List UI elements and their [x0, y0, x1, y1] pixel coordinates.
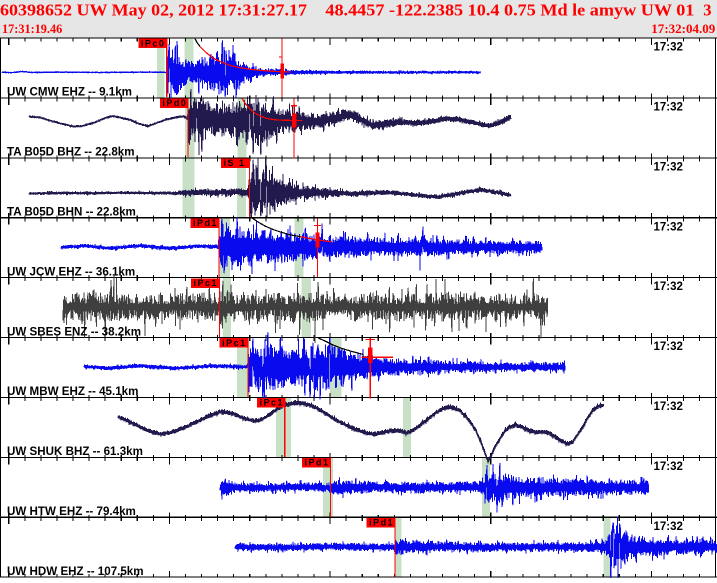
svg-text:iS 1: iS 1 — [224, 158, 246, 168]
svg-text:iPc1: iPc1 — [260, 398, 285, 408]
svg-text:TA B05D BHZ -- 22.8km: TA B05D BHZ -- 22.8km — [7, 146, 135, 159]
svg-text:17:32: 17:32 — [654, 461, 683, 473]
svg-text:UW HDW EHZ -- 107.5km: UW HDW EHZ -- 107.5km — [7, 565, 144, 578]
svg-text:UW SHUK BHZ -- 61.3km: UW SHUK BHZ -- 61.3km — [7, 445, 143, 458]
svg-text:60398652 UW May 02, 2012 17:31: 60398652 UW May 02, 2012 17:31:27.17 — [0, 1, 307, 20]
svg-text:17:32: 17:32 — [654, 102, 683, 114]
svg-text:17:32: 17:32 — [654, 42, 683, 54]
svg-text:UW SBES ENZ -- 38.2km: UW SBES ENZ -- 38.2km — [7, 325, 141, 338]
svg-text:17:32: 17:32 — [654, 521, 683, 533]
svg-text:iPc1: iPc1 — [194, 278, 219, 288]
svg-text:iPc0: iPc0 — [141, 38, 166, 48]
svg-text:17:32:04.09: 17:32:04.09 — [651, 22, 715, 36]
svg-text:iPd1: iPd1 — [369, 518, 394, 528]
svg-text:48.4457 -122.2385 10.4 0.75 Md: 48.4457 -122.2385 10.4 0.75 Md le amyw U… — [325, 1, 694, 20]
svg-text:iPd1: iPd1 — [193, 218, 218, 228]
svg-text:17:31:19.46: 17:31:19.46 — [2, 22, 62, 36]
svg-text:3: 3 — [703, 1, 711, 20]
svg-text:17:32: 17:32 — [654, 221, 683, 233]
svg-text:17:32: 17:32 — [654, 281, 683, 293]
svg-text:iPd0: iPd0 — [162, 98, 187, 108]
svg-text:iPd1: iPd1 — [305, 458, 330, 468]
svg-text:UW HTW EHZ -- 79.4km: UW HTW EHZ -- 79.4km — [7, 505, 136, 518]
svg-text:17:32: 17:32 — [654, 161, 683, 173]
svg-text:UW MBW EHZ -- 45.1km: UW MBW EHZ -- 45.1km — [7, 385, 138, 398]
svg-text:iPc1: iPc1 — [222, 338, 247, 348]
svg-text:UW JCW EHZ -- 36.1km: UW JCW EHZ -- 36.1km — [7, 265, 135, 278]
svg-text:17:32: 17:32 — [654, 401, 683, 413]
svg-text:UW CMW EHZ -- 9.1km: UW CMW EHZ -- 9.1km — [7, 86, 132, 99]
svg-text:TA B05D BHN -- 22.8km: TA B05D BHN -- 22.8km — [7, 206, 136, 219]
svg-text:17:32: 17:32 — [654, 341, 683, 353]
